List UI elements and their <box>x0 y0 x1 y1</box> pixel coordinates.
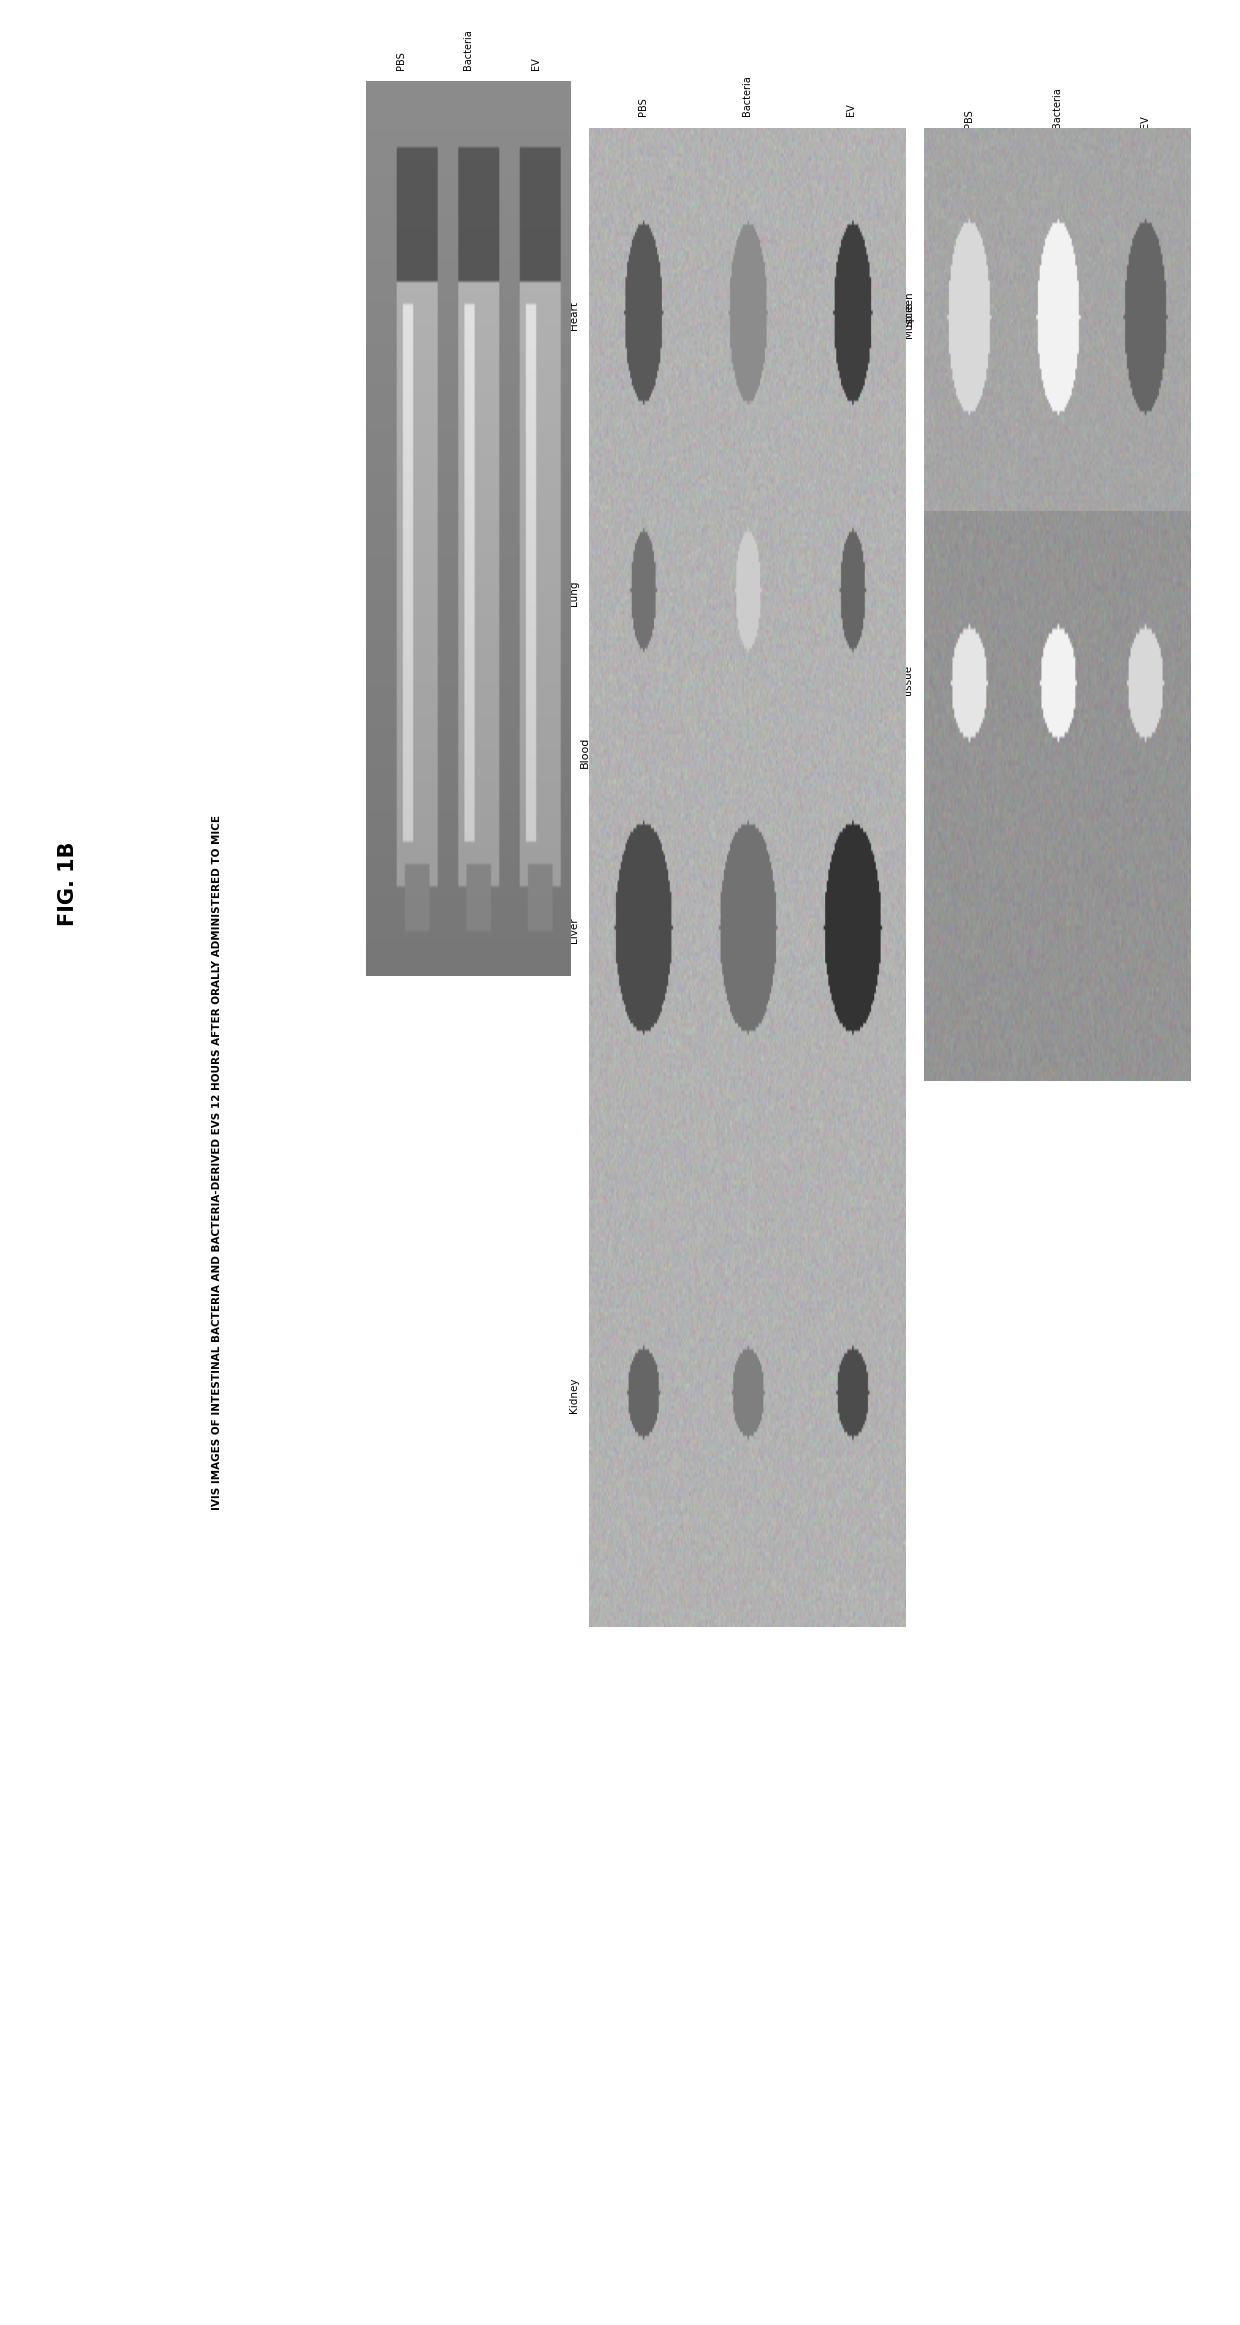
Text: Bacteria: Bacteria <box>742 74 753 116</box>
Text: Spleen: Spleen <box>904 291 914 328</box>
Text: EV: EV <box>531 58 541 70</box>
Text: Muscle: Muscle <box>904 302 914 337</box>
Text: PBS: PBS <box>637 98 647 116</box>
Text: Bacteria: Bacteria <box>463 28 474 70</box>
Text: Blood: Blood <box>580 737 590 767</box>
Text: PBS: PBS <box>396 51 405 70</box>
Text: IVIS IMAGES OF INTESTINAL BACTERIA AND BACTERIA-DERIVED EVS 12 HOURS AFTER ORALL: IVIS IMAGES OF INTESTINAL BACTERIA AND B… <box>212 816 222 1509</box>
Text: EV: EV <box>847 105 857 116</box>
Text: FIG. 1B: FIG. 1B <box>58 842 78 925</box>
Text: Bacteria: Bacteria <box>1052 86 1063 128</box>
Text: EV: EV <box>1140 116 1149 128</box>
Text: Lung: Lung <box>569 579 579 604</box>
Text: Kidney: Kidney <box>569 1376 579 1414</box>
Text: Adipose
tissue: Adipose tissue <box>893 665 914 707</box>
Text: Heart: Heart <box>569 300 579 330</box>
Text: PBS: PBS <box>965 109 975 128</box>
Text: Liver: Liver <box>569 918 579 944</box>
